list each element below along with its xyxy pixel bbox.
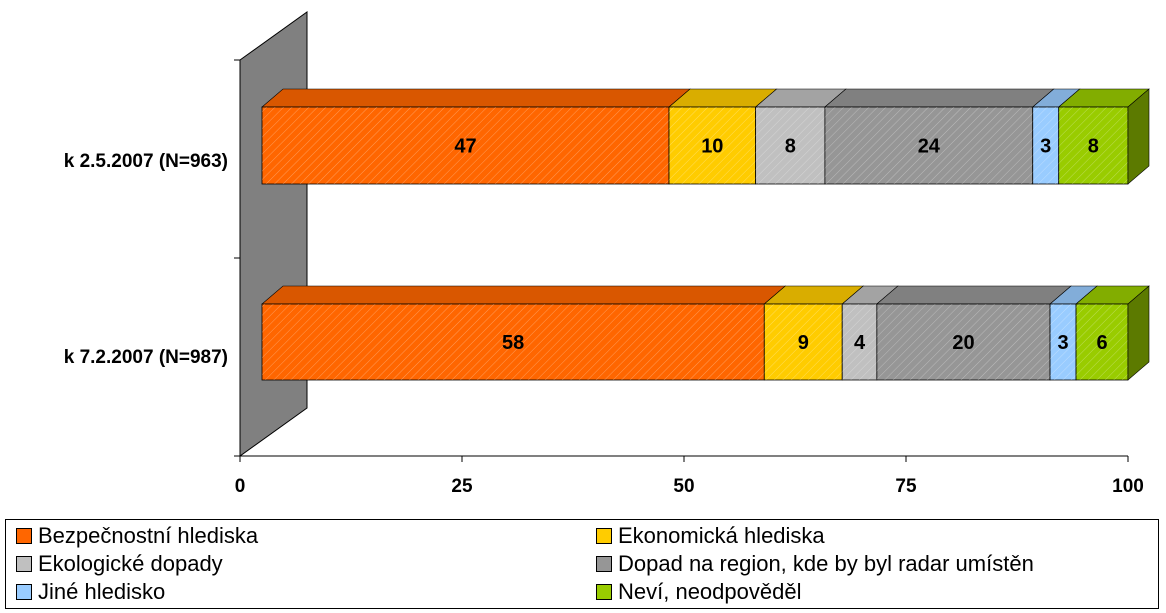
bar-value-label: 3 [1040,136,1051,158]
legend-label: Bezpečnostní hlediska [38,523,259,548]
legend-swatch [16,584,32,600]
bar-hatch [1032,107,1059,184]
bar-hatch [1076,304,1128,380]
bar-hatch [764,304,843,380]
legend-swatch [596,584,612,600]
legend: Bezpečnostní hlediska Ekonomická hlediska… [5,519,1159,609]
legend-item: Neví, neodpověděl [596,579,801,605]
category-label: k 2.5.2007 (N=963) [64,151,228,172]
bar-segment: 4 [841,285,899,381]
legend-swatch [16,556,32,572]
stacked-bar-chart: 0 25 50 75 100 47 10 8 24 3 858 9 4 20 3 6 k 2.5.2007 … [64,11,1150,497]
bar-hatch [1050,304,1077,380]
x-tick-label: 0 [235,476,246,497]
x-tick-label: 25 [451,476,473,497]
legend-item: Jiné hledisko [16,579,165,605]
bar-side-face [1127,88,1150,185]
legend-swatch [596,556,612,572]
bar-segment: 9 [763,285,865,381]
legend-item: Ekologické dopady [16,551,223,577]
bar-top-face [824,88,1055,108]
bar-value-label: 4 [854,332,866,354]
bar-value-label: 6 [1096,332,1107,354]
bar-segment: 10 [668,88,778,185]
bar-segment: 58 [261,285,787,381]
bar-segment: 3 [1049,285,1098,381]
bars-group: 47 10 8 24 3 858 9 4 20 3 6 [261,88,1150,381]
bar-segment: 3 [1031,88,1081,185]
legend-label: Jiné hledisko [38,579,166,604]
bar-hatch [669,107,756,184]
bar-hatch [262,304,765,380]
bar-segment: 20 [876,285,1072,381]
bar-segment: 47 [261,88,691,185]
bar-top-face [261,285,787,305]
category-label: k 7.2.2007 (N=987) [64,347,228,368]
legend-label: Ekologické dopady [38,551,223,576]
bar-value-label: 58 [502,332,524,354]
legend-label: Ekonomická hlediska [618,523,825,548]
axis-ticks: 0 25 50 75 100 [234,59,1144,497]
legend-item: Ekonomická hlediska [596,523,825,549]
legend-label: Dopad na region, kde by byl radar umístě… [618,551,1034,576]
legend-label: Neví, neodpověděl [618,579,802,604]
bar-segment: 24 [824,88,1055,185]
bar-segment: 6 [1075,285,1150,381]
legend-item: Dopad na region, kde by byl radar umístě… [596,551,1034,577]
bar-value-label: 47 [454,136,476,158]
legend-swatch [16,528,32,544]
bar-hatch [876,304,1051,380]
bar-top-face [876,285,1072,305]
legend-swatch [596,528,612,544]
bar-hatch [824,107,1033,184]
bar-hatch [842,304,877,380]
bar-value-label: 24 [918,136,941,158]
x-tick-label: 75 [895,476,917,497]
bar-hatch [755,107,825,184]
bar-value-label: 10 [701,136,723,158]
bar-value-label: 8 [1088,136,1099,158]
bar-value-label: 8 [785,136,796,158]
category-labels: k 2.5.2007 (N=963) k 7.2.2007 (N=987) [64,151,228,368]
bar-value-label: 9 [798,332,809,354]
bar-segment: 8 [1057,88,1150,185]
bar-top-face [261,88,691,108]
bar-side-face [1127,285,1150,381]
bar-hatch [1058,107,1128,184]
back-wall [239,11,308,457]
bar-value-label: 3 [1057,332,1068,354]
bar-value-label: 20 [952,332,974,354]
x-tick-label: 50 [673,476,694,497]
x-tick-label: 100 [1112,476,1144,497]
bar-segment: 8 [754,88,847,185]
legend-item: Bezpečnostní hlediska [16,523,258,549]
bar-hatch [262,107,670,184]
